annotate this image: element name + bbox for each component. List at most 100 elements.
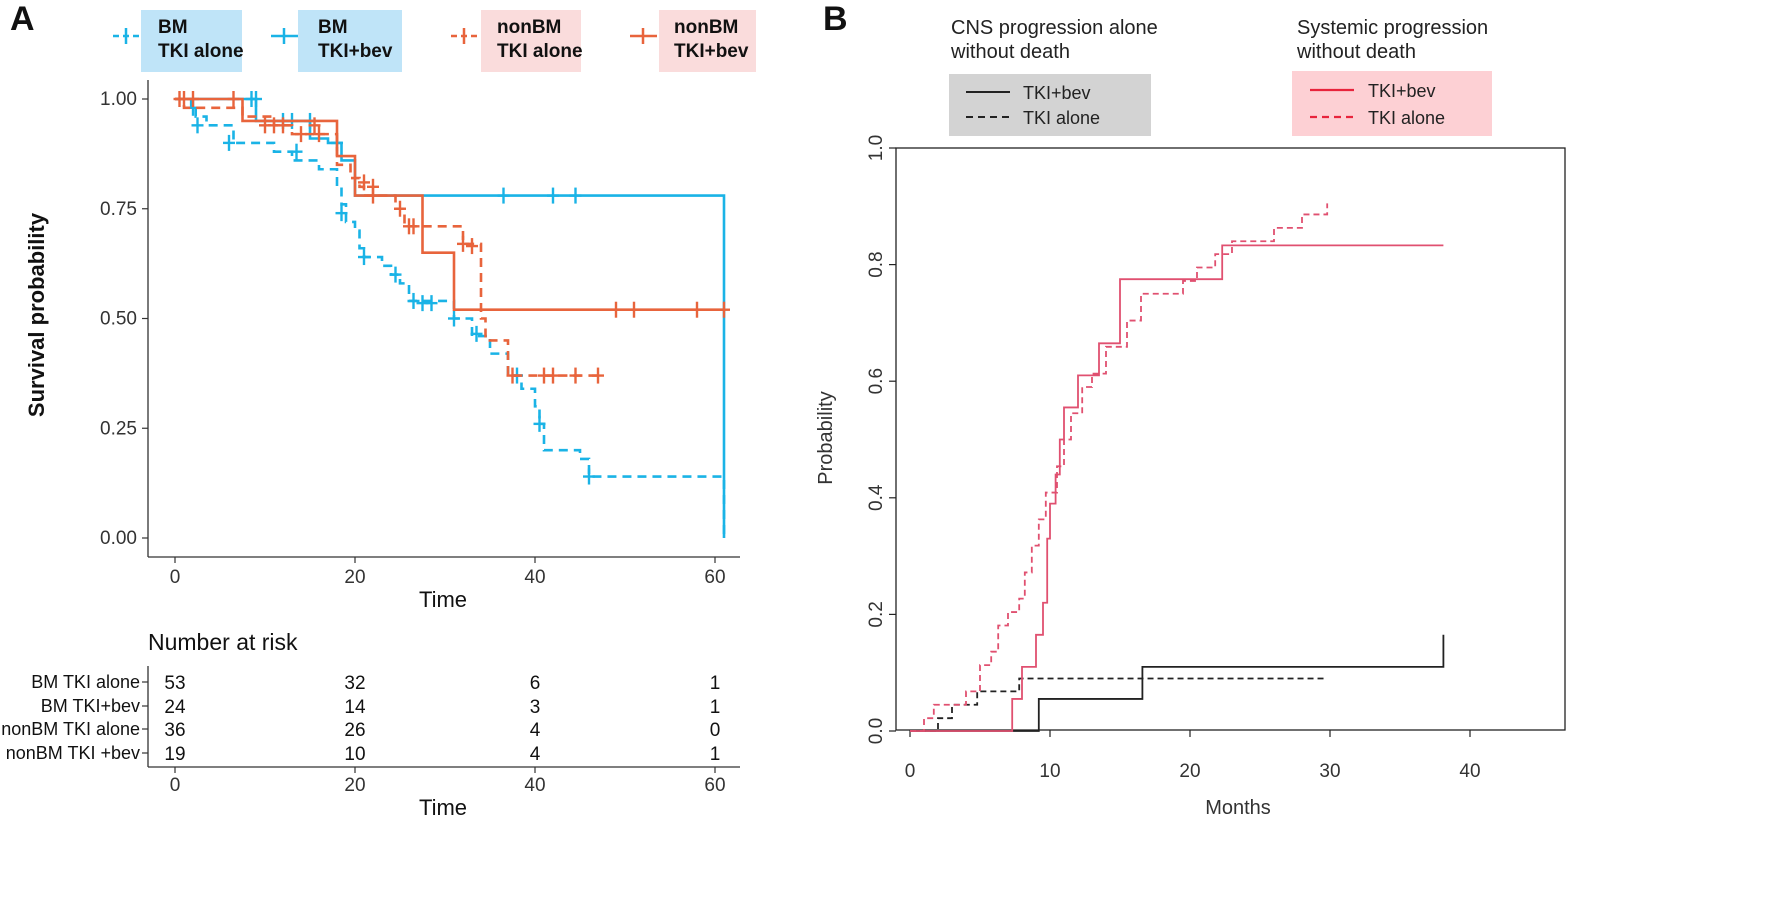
legend-box (298, 10, 402, 72)
y-tick-label: 1.00 (100, 89, 137, 110)
risk-value: 4 (530, 720, 541, 741)
risk-table: Number at risk BM TKI alone 53 32 6 1BM TKI+… (1, 629, 740, 820)
legend-item-nonbm-tki-alone: nonBM TKI alone (451, 10, 583, 72)
y-tick-label: 0.4 (866, 484, 887, 511)
km-curve-nonbm-tki-alone (175, 97, 603, 377)
legend-line1: nonBM (497, 17, 561, 38)
risk-x-tick-label: 40 (524, 775, 545, 796)
x-tick-label: 0 (170, 567, 181, 588)
risk-value: 1 (710, 744, 721, 765)
legend-item-bm-tki-bev: BM TKI+bev (271, 10, 402, 72)
ci-curve-cns-progression-alone-without-death-tki-bev (910, 634, 1445, 732)
risk-row-label: BM TKI alone (31, 672, 140, 692)
panel-b-y-axis-title: Probability (815, 391, 837, 484)
risk-x-tick-label: 60 (704, 775, 725, 796)
legend-line2: TKI+bev (674, 41, 749, 62)
ci-curve-cns-progression-alone-without-death-tki-alone (910, 677, 1328, 732)
panel-b-x-axis-title: Months (1205, 797, 1271, 819)
legend-item-tki-alone: TKI alone (1023, 108, 1100, 128)
panel-a-curves (173, 91, 730, 538)
risk-value: 1 (710, 697, 721, 718)
panel-b: B CNS progression alone without death TK… (815, 0, 1566, 819)
km-curve-nonbm-tki-bev (175, 97, 724, 312)
legend-box (659, 10, 756, 72)
legend-item-tki-bev: TKI+bev (1023, 83, 1091, 103)
risk-table-x-ticks: 0 20 40 60 (170, 767, 726, 796)
y-tick-label: 0.8 (866, 251, 887, 277)
panel-b-curves (910, 203, 1445, 732)
legend-line1: BM (318, 17, 348, 38)
x-tick-label: 10 (1039, 761, 1060, 782)
y-tick-label: 0.2 (866, 601, 887, 627)
x-tick-label: 40 (1459, 761, 1480, 782)
panel-a-letter: A (10, 0, 35, 38)
legend-item-nonbm-tki-bev: nonBM TKI+bev (630, 10, 756, 72)
risk-value: 26 (344, 720, 365, 741)
x-tick-label: 0 (905, 761, 916, 782)
y-tick-label: 0.75 (100, 199, 137, 220)
risk-value: 24 (164, 697, 186, 718)
y-tick-label: 1.0 (866, 135, 887, 161)
risk-value: 32 (344, 673, 365, 694)
risk-x-tick-label: 20 (344, 775, 365, 796)
legend-line2: TKI alone (497, 41, 583, 62)
x-tick-label: 30 (1319, 761, 1340, 782)
legend-line1: nonBM (674, 17, 738, 38)
risk-row-label: nonBM TKI +bev (6, 743, 140, 763)
risk-value: 4 (530, 744, 541, 765)
panel-b-y-ticks: 0.0 0.2 0.4 0.6 0.8 1.0 (866, 135, 896, 744)
panel-a-y-axis-title: Survival probability (24, 212, 49, 417)
panel-b-legend-cns: CNS progression alone without death TKI+… (949, 17, 1158, 136)
x-tick-label: 20 (344, 567, 365, 588)
panel-a: A BM TKI alone BM TKI+bev nonBM (1, 0, 756, 820)
panel-b-plot-frame (895, 147, 1566, 731)
y-tick-label: 0.6 (866, 368, 887, 394)
ci-curve-systemic-progression-without-death-tki-bev (910, 244, 1444, 732)
panel-b-legend-systemic: Systemic progression without death TKI+b… (1292, 17, 1492, 136)
panel-a-y-ticks: 1.00 0.75 0.50 0.25 0.00 (100, 89, 148, 549)
panel-a-legend: BM TKI alone BM TKI+bev nonBM TKI alone (113, 10, 756, 72)
legend-title-line2: without death (1296, 41, 1416, 63)
risk-value: 36 (164, 720, 185, 741)
risk-table-rows: BM TKI alone 53 32 6 1BM TKI+bev 24 14 3 1nonBM … (1, 672, 720, 765)
legend-line2: TKI alone (158, 41, 244, 62)
y-tick-label: 0.00 (100, 528, 137, 549)
legend-box (481, 10, 581, 72)
risk-table-title: Number at risk (148, 629, 298, 655)
risk-value: 3 (530, 697, 541, 718)
x-tick-label: 20 (1179, 761, 1200, 782)
y-tick-label: 0.25 (100, 418, 137, 439)
risk-value: 19 (164, 744, 185, 765)
legend-item-bm-tki-alone: BM TKI alone (113, 10, 244, 72)
legend-title-line1: CNS progression alone (951, 17, 1158, 39)
risk-value: 6 (530, 673, 541, 694)
risk-x-tick-label: 0 (170, 775, 181, 796)
risk-value: 10 (344, 744, 365, 765)
panel-a-x-ticks: 0 20 40 60 (170, 557, 726, 588)
risk-row-label: BM TKI+bev (41, 696, 140, 716)
x-tick-label: 40 (524, 567, 545, 588)
risk-value: 1 (710, 673, 721, 694)
legend-box (949, 74, 1151, 136)
legend-line1: BM (158, 17, 188, 38)
legend-item-tki-bev: TKI+bev (1368, 81, 1436, 101)
legend-box (141, 10, 242, 72)
ci-curve-systemic-progression-without-death-tki-alone (910, 203, 1329, 732)
panel-b-letter: B (823, 0, 848, 38)
risk-value: 0 (710, 720, 721, 741)
risk-value: 53 (164, 673, 185, 694)
legend-title-line2: without death (950, 41, 1070, 63)
legend-line2: TKI+bev (318, 41, 393, 62)
panel-b-x-ticks: 0 10 20 30 40 (905, 730, 1481, 782)
x-tick-label: 60 (704, 567, 725, 588)
legend-box (1292, 71, 1492, 136)
y-tick-label: 0.50 (100, 309, 137, 330)
risk-row-label: nonBM TKI alone (1, 719, 140, 739)
risk-table-x-axis-title: Time (419, 795, 467, 820)
legend-item-tki-alone: TKI alone (1368, 108, 1445, 128)
y-tick-label: 0.0 (866, 718, 887, 744)
legend-title-line1: Systemic progression (1297, 17, 1488, 39)
risk-value: 14 (344, 697, 366, 718)
panel-a-x-axis-title: Time (419, 587, 467, 612)
